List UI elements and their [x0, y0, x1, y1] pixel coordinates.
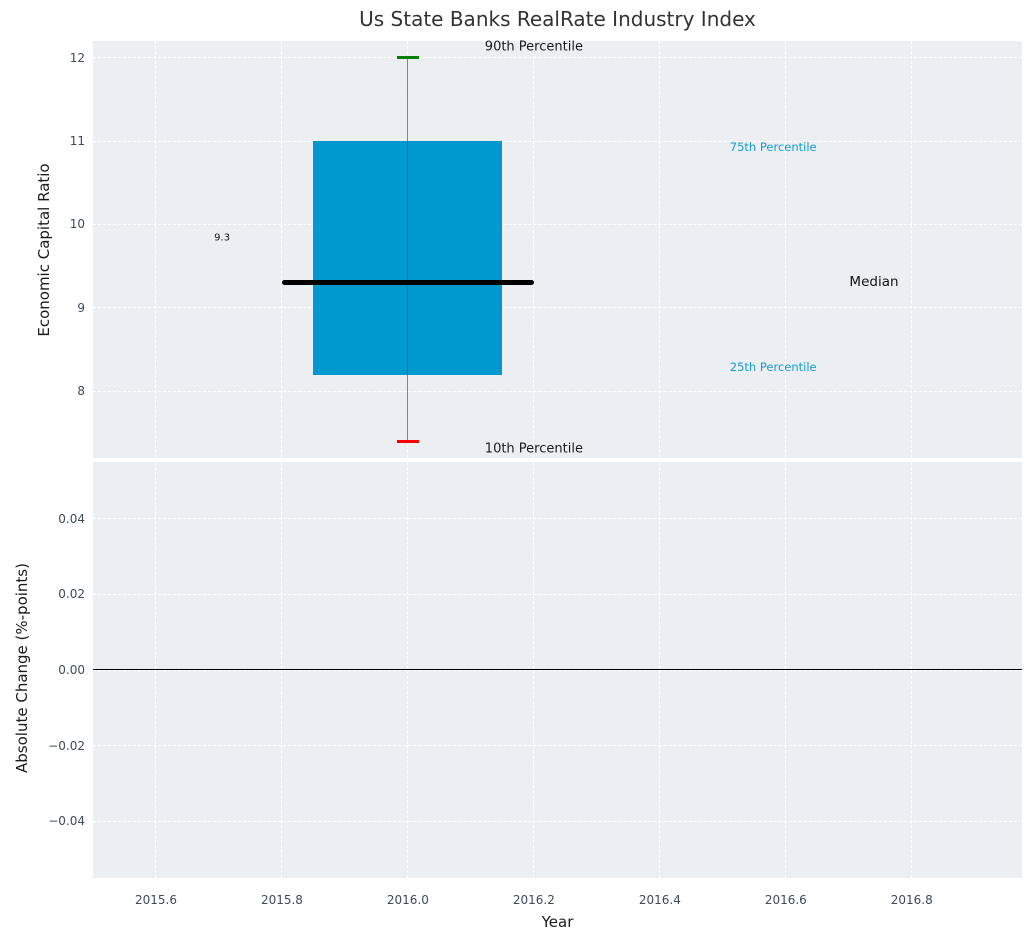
- gridline-vertical: [281, 41, 283, 458]
- y-tick-label-bottom: −0.04: [48, 814, 85, 829]
- gridline-horizontal: [93, 140, 1022, 142]
- top-subplot: 90th Percentile 10th Percentile 75th Perce…: [93, 39, 1022, 458]
- gridline-vertical: [533, 41, 535, 458]
- gridline-horizontal: [93, 745, 1022, 747]
- whisker-cap-90th: [397, 56, 419, 60]
- bottom-subplot: [93, 462, 1022, 878]
- median-line: [281, 280, 534, 286]
- gridline-horizontal: [93, 518, 1022, 520]
- x-tick-label: 2015.8: [260, 893, 303, 907]
- y-axis-label-top: Economic Capital Ratio: [35, 163, 53, 337]
- x-axis-label: Year: [541, 913, 574, 931]
- gridline-horizontal: [93, 820, 1022, 822]
- x-tick-label: 2016.6: [764, 893, 807, 907]
- x-tick-label: 2016.2: [512, 893, 555, 907]
- annotation-25th-percentile: 25th Percentile: [729, 360, 817, 375]
- gridline-horizontal: [93, 223, 1022, 225]
- gridline-vertical: [785, 41, 787, 458]
- annotation-9-3: 9.3: [214, 232, 231, 244]
- y-tick-label-bottom: −0.02: [48, 738, 85, 753]
- x-tick-label: 2016.0: [386, 893, 429, 907]
- y-tick-label-bottom: 0.02: [58, 587, 85, 602]
- x-tick-label: 2015.6: [134, 893, 177, 907]
- x-tick-label: 2016.8: [890, 893, 933, 907]
- annotation-75th-percentile: 75th Percentile: [729, 139, 817, 154]
- y-tick-label-bottom: 0.00: [58, 663, 85, 677]
- gridline-horizontal: [93, 593, 1022, 595]
- gridline-vertical: [659, 41, 661, 458]
- gridline-horizontal: [93, 390, 1022, 392]
- gridline-horizontal: [93, 57, 1022, 59]
- y-tick-label-top: 11: [69, 134, 85, 149]
- gridline-horizontal: [93, 307, 1022, 309]
- y-tick-label-top: 9: [77, 300, 85, 315]
- gridline-vertical: [155, 41, 157, 458]
- whisker-cap-10th: [397, 439, 419, 443]
- y-tick-label-top: 12: [69, 50, 85, 65]
- y-tick-label-top: 10: [69, 217, 85, 232]
- annotation-90th-percentile: 90th Percentile: [484, 39, 583, 55]
- chart-title: Us State Banks RealRate Industry Index: [359, 7, 756, 31]
- zero-line: [93, 669, 1022, 671]
- whisker-line: [407, 57, 409, 442]
- x-tick-label: 2016.4: [638, 893, 681, 907]
- y-tick-label-bottom: 0.04: [58, 511, 85, 526]
- y-tick-label-top: 8: [77, 384, 85, 399]
- annotation-median: Median: [849, 274, 899, 291]
- gridline-vertical: [911, 41, 913, 458]
- annotation-10th-percentile: 10th Percentile: [484, 441, 583, 457]
